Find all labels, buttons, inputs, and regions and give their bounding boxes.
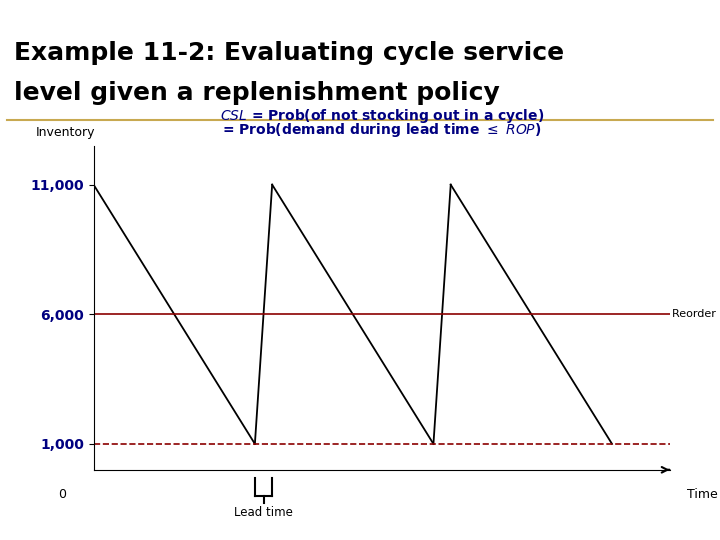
Text: Example 11-2: Evaluating cycle service: Example 11-2: Evaluating cycle service bbox=[14, 42, 564, 65]
Text: UNIVERSITY OF COLORADO AT BOULDER: UNIVERSITY OF COLORADO AT BOULDER bbox=[7, 12, 205, 23]
Text: LEEDS SCHOOL OF BUSINESS: LEEDS SCHOOL OF BUSINESS bbox=[520, 11, 713, 24]
Text: Inventory: Inventory bbox=[36, 126, 96, 139]
Text: Time: Time bbox=[687, 488, 718, 501]
Text: level given a replenishment policy: level given a replenishment policy bbox=[14, 81, 500, 105]
Text: 0: 0 bbox=[58, 488, 66, 501]
Text: = Prob(demand during lead time $\leq$ $\it{ROP}$): = Prob(demand during lead time $\leq$ $\… bbox=[222, 120, 541, 139]
Text: Reorder point: Reorder point bbox=[672, 309, 720, 319]
Text: $\it{CSL}$ = Prob(of not stocking out in a cycle): $\it{CSL}$ = Prob(of not stocking out in… bbox=[220, 107, 544, 125]
Text: Lead time: Lead time bbox=[234, 506, 293, 519]
